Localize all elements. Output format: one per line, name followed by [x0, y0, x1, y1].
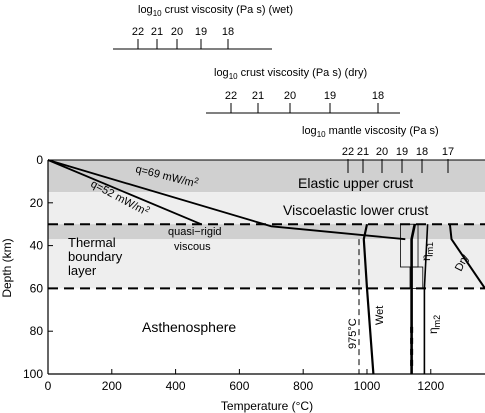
curve-dry — [448, 224, 485, 289]
viscosity-axis-1-tick-label-22: 22 — [225, 90, 237, 102]
975-label: 975°C — [347, 318, 359, 349]
viscoelastic-lower-crust-label: Viscoelastic lower crust — [283, 202, 428, 218]
viscosity-axis-2-tick-label-20: 20 — [376, 146, 388, 158]
x-tick-label-600: 600 — [229, 379, 249, 393]
curve-wet — [362, 223, 375, 375]
band-viscoelastic-lower-crust — [48, 192, 485, 225]
elastic-upper-crust-label: Elastic upper crust — [298, 175, 413, 191]
wet-viscosity-axis-title: log10 crust viscosity (Pa s) (wet) — [138, 4, 293, 18]
viscosity-axis-1-tick-label-18: 18 — [372, 90, 384, 102]
bracket-boxes — [400, 223, 424, 289]
viscosity-axis-2-tick-label-17: 17 — [442, 146, 454, 158]
bracket-box-upper — [400, 223, 419, 268]
main-axes: 0 200 400 600 800 1000 1200 0 20 40 60 80 100 — [23, 153, 485, 393]
x-tick-label-800: 800 — [293, 379, 313, 393]
viscosity-axis-2-tick-label-19: 19 — [396, 146, 408, 158]
curve-eta-m2 — [423, 224, 429, 374]
bracket-box-lower — [409, 266, 424, 289]
viscous-label: viscous — [174, 241, 211, 253]
asthenosphere-label: Asthenosphere — [142, 319, 236, 335]
y-tick-label-40: 40 — [30, 239, 44, 253]
y-tick-label-60: 60 — [30, 281, 44, 295]
y-tick-label-20: 20 — [30, 196, 44, 210]
viscosity-axis-0-tick-label-19: 19 — [195, 26, 207, 38]
viscosity-axis-0-tick-label-18: 18 — [222, 26, 234, 38]
y-tick-label-0: 0 — [36, 153, 43, 167]
y-tick-label-80: 80 — [30, 324, 44, 338]
x-tick-label-200: 200 — [102, 379, 122, 393]
geotherm-line-q69 — [47, 159, 406, 241]
dry-viscosity-axis-title: log10 crust viscosity (Pa s) (dry) — [214, 67, 367, 81]
geotherm-lines — [47, 159, 406, 241]
dashed-boundaries — [48, 223, 485, 290]
eta-m1-label: ηm1 — [419, 242, 435, 261]
viscosity-axis-1-tick-label-21: 21 — [252, 90, 264, 102]
viscosity-axis-0-tick-label-21: 21 — [151, 26, 163, 38]
viscosity-axis-0-tick-label-20: 20 — [171, 26, 183, 38]
mantle-viscosity-axis-title: log10 mantle viscosity (Pa s) — [302, 125, 439, 139]
viscosity-axis-2-tick-label-21: 21 — [357, 146, 369, 158]
y-axis-label: Depth (km) — [0, 238, 14, 297]
viscosity-axis-0-tick-label-22: 22 — [132, 26, 144, 38]
eta-m2-label: ηm2 — [426, 315, 442, 334]
x-tick-label-1000: 1000 — [354, 379, 381, 393]
layer-label: layer — [68, 263, 97, 278]
x-tick-label-400: 400 — [166, 379, 186, 393]
viscosity-axis-2-tick-label-22: 22 — [342, 146, 354, 158]
geotherm-line-q52 — [47, 159, 202, 226]
viscosity-axis-1-tick-label-19: 19 — [324, 90, 336, 102]
x-tick-label-1200: 1200 — [417, 379, 444, 393]
band-crust-base-zone — [48, 224, 485, 240]
boundary-label: boundary — [68, 249, 123, 264]
viscosity-axis-1-tick-label-20: 20 — [284, 90, 296, 102]
viscosity-axis-2-tick-label-18: 18 — [416, 146, 428, 158]
y-tick-label-100: 100 — [23, 367, 43, 381]
thermal-label: Thermal — [68, 235, 116, 250]
band-elastic-upper-crust — [48, 160, 485, 193]
x-tick-label-0: 0 — [45, 379, 52, 393]
quasi-rigid-label: quasi−rigid — [168, 226, 222, 238]
x-axis-label: Temperature (°C) — [221, 399, 313, 413]
wet-label: Wet — [374, 306, 386, 325]
